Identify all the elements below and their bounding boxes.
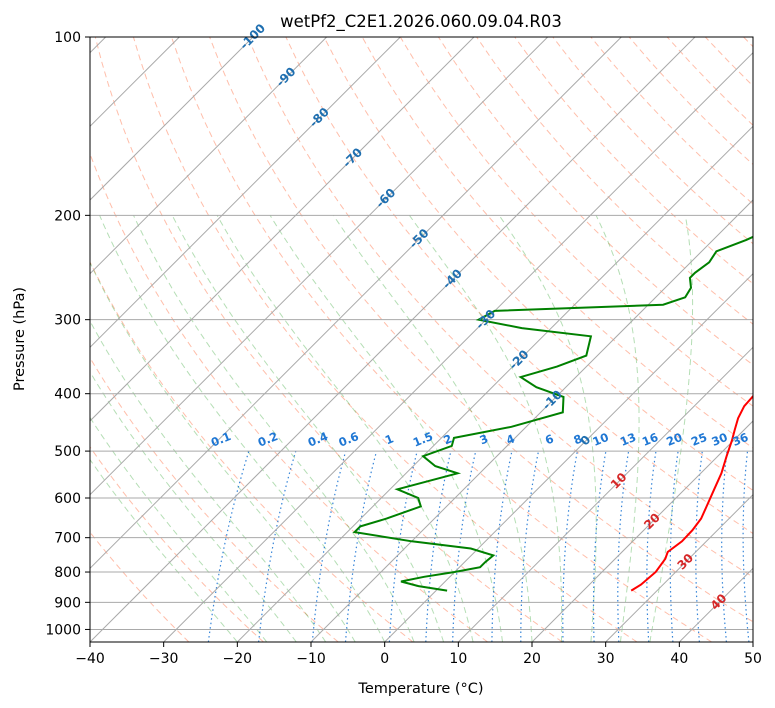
- y-tick-label: 200: [54, 208, 81, 224]
- dewpoint-profile: [352, 235, 753, 592]
- dry-adiabat: [171, 37, 712, 642]
- y-tick-label: 1000: [45, 622, 81, 638]
- dry-adiabat: [94, 37, 563, 642]
- y-tick-label: 300: [54, 313, 81, 329]
- mixing-ratio-line: [562, 450, 578, 642]
- background-lines: [90, 37, 753, 642]
- plot-frame: [89, 36, 754, 643]
- moist-adiabat: [269, 215, 503, 642]
- moist-adiabat: [133, 215, 415, 642]
- dry-adiabat: [132, 37, 638, 642]
- mixing-ratio-label: 30: [709, 430, 729, 449]
- x-tick-label: −20: [223, 651, 253, 667]
- mixing-ratio-line: [491, 450, 513, 642]
- isotherm-line: [90, 37, 475, 422]
- moist-adiabat: [408, 215, 563, 642]
- profiles: [352, 235, 753, 592]
- isotherm-line: [90, 37, 696, 642]
- y-axis-label: Pressure (hPa): [12, 287, 28, 391]
- dry-adiabat: [247, 37, 753, 578]
- isotherm-line: [457, 346, 753, 642]
- moist-adiabat: [332, 215, 533, 642]
- mixing-ratio-line: [425, 450, 452, 642]
- mixing-ratio-line: [207, 450, 250, 642]
- mixing-ratio-line: [646, 451, 657, 642]
- mixing-ratio-line: [669, 451, 679, 642]
- moist-adiabat: [649, 215, 694, 642]
- mixing-ratio-line: [721, 451, 728, 642]
- dry-adiabat: [285, 37, 753, 535]
- y-tick-label: 400: [54, 387, 81, 403]
- isotherm-line: [605, 493, 753, 642]
- moist-adiabat: [90, 458, 238, 642]
- moist-adiabat: [171, 215, 445, 642]
- isotherm-line: [236, 125, 753, 642]
- x-axis: −40 −30 −20 −10 0 10 20 30 40 50: [75, 642, 762, 667]
- mixing-ratio-line: [617, 451, 630, 642]
- mixing-ratio-line: [742, 451, 750, 642]
- x-tick-label: 20: [523, 651, 541, 667]
- isotherm-line: [384, 272, 753, 642]
- moist-adiabat: [90, 416, 268, 642]
- x-axis-label: Temperature (°C): [357, 681, 483, 697]
- moist-adiabat: [595, 215, 640, 642]
- mixing-ratio-line: [520, 450, 540, 642]
- x-tick-label: 30: [597, 651, 615, 667]
- isotherm-line: [90, 37, 401, 349]
- x-tick-label: 50: [744, 651, 762, 667]
- mixing-ratio-line: [592, 450, 607, 642]
- temperature-profile: [630, 394, 753, 592]
- dry-adiabat: [90, 446, 264, 642]
- mixing-ratio-line: [695, 451, 703, 642]
- y-tick-label: 700: [54, 531, 81, 547]
- y-tick-label: 600: [54, 491, 81, 507]
- dry-adiabat: [476, 37, 753, 325]
- dry-adiabat: [90, 356, 339, 642]
- y-tick-label: 500: [54, 444, 81, 460]
- isotherm-line: [90, 37, 622, 570]
- dry-adiabat: [209, 37, 753, 623]
- mixing-ratio-label: 36: [730, 430, 750, 449]
- moist-adiabat: [498, 215, 597, 642]
- mixing-ratio-label: 25: [689, 430, 709, 449]
- x-tick-label: 10: [449, 651, 467, 667]
- moist-adiabat: [90, 261, 356, 642]
- dry-adiabat: [323, 37, 753, 491]
- mixing-ratio-label: 20: [664, 430, 684, 449]
- mixing-ratio-label: 13: [618, 430, 638, 449]
- moist-adiabat: [90, 370, 297, 642]
- dry-adiabat: [514, 37, 753, 285]
- y-tick-label: 800: [54, 565, 81, 581]
- mixing-ratio-label: 10: [591, 430, 611, 449]
- isotherm-line: [531, 420, 753, 642]
- mixing-ratio-line: [452, 450, 477, 642]
- y-axis: 100 200 300 400 500 600 700 800 900 1000: [45, 30, 90, 638]
- chart-title: wetPf2_C2E1.2026.060.09.04.R03: [280, 12, 562, 32]
- mixing-ratio-line: [344, 450, 378, 642]
- isotherm-line: [163, 51, 753, 642]
- isotherm-line: [90, 37, 549, 496]
- mixing-ratio-label: 16: [640, 430, 660, 449]
- x-tick-label: −30: [149, 651, 179, 667]
- x-tick-label: −10: [296, 651, 326, 667]
- x-tick-label: 40: [670, 651, 688, 667]
- isotherm-line: [90, 37, 328, 275]
- grid-lines: [90, 37, 753, 642]
- dry-adiabat: [90, 260, 414, 642]
- mixing-ratio-line: [311, 450, 347, 642]
- moist-adiabat: [216, 215, 474, 642]
- moist-adiabat: [90, 320, 327, 642]
- x-tick-label: 0: [380, 651, 389, 667]
- y-tick-label: 100: [54, 30, 81, 46]
- moist-adiabat: [99, 215, 386, 642]
- y-tick-label: 900: [54, 595, 81, 611]
- isotherm-line: [90, 37, 254, 201]
- x-tick-label: −40: [75, 651, 105, 667]
